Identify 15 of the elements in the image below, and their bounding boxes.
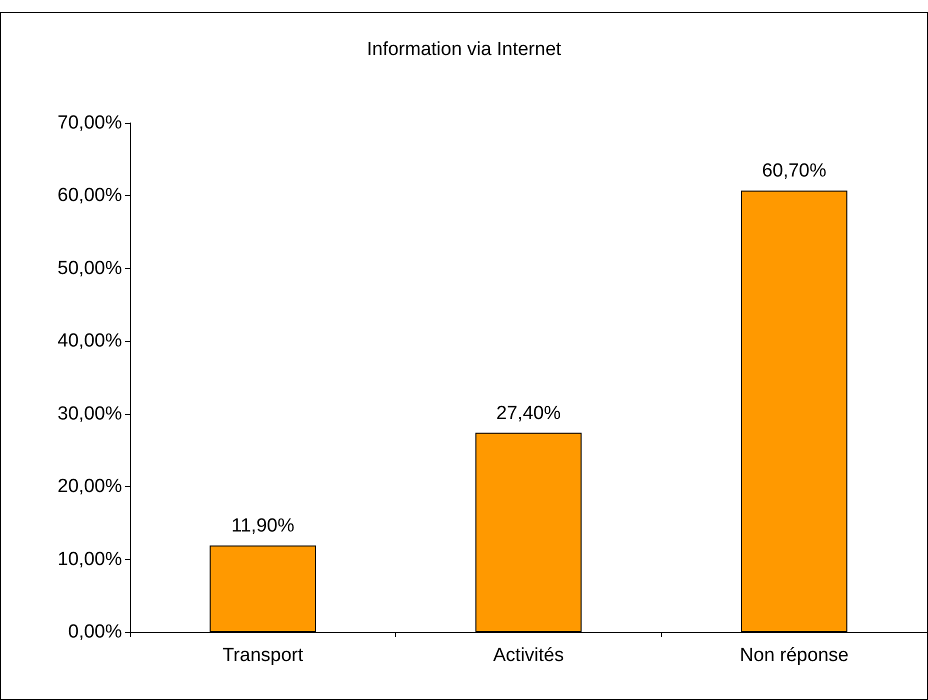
- data-label: 27,40%: [496, 402, 561, 424]
- y-tick-label: 30,00%: [58, 403, 122, 424]
- y-tick-label: 40,00%: [58, 330, 122, 352]
- data-label: 60,70%: [762, 160, 826, 182]
- x-tick-label: Activités: [493, 645, 564, 666]
- y-tick-label: 0,00%: [68, 622, 122, 642]
- y-tick-label: 50,00%: [58, 258, 122, 279]
- y-tick-label: 20,00%: [58, 476, 122, 498]
- x-tick-label: Transport: [222, 645, 304, 666]
- data-label: 11,90%: [231, 515, 294, 536]
- x-tick-label: Non réponse: [740, 645, 849, 666]
- y-tick-label: 70,00%: [58, 112, 122, 134]
- y-tick-label: 60,00%: [58, 185, 122, 206]
- y-tick-label: 10,00%: [58, 548, 122, 570]
- chart-title: Information via Internet: [366, 39, 562, 60]
